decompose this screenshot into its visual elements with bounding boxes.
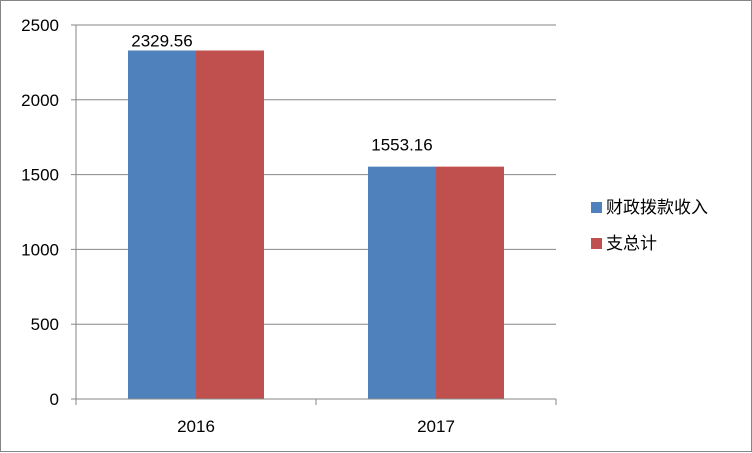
y-tick-label-1500: 1500	[21, 166, 59, 185]
bar-2016-series-2	[196, 50, 264, 399]
x-tick-label-2016: 2016	[177, 417, 215, 436]
bar-2016-series-1	[128, 50, 196, 399]
y-tick-label-0: 0	[50, 390, 59, 409]
y-tick-label-1000: 1000	[21, 240, 59, 259]
labels: 2329.56 1553.16	[131, 31, 432, 154]
data-label-2016: 2329.56	[131, 31, 192, 50]
axes: 0 500 1000 1500 2000 2500 2016 2017	[21, 16, 557, 436]
y-tick-label-2500: 2500	[21, 16, 59, 35]
x-tick-label-2017: 2017	[417, 417, 455, 436]
legend-label-1: 财政拨款收入	[606, 198, 708, 218]
bars	[128, 50, 504, 399]
bar-2017-series-1	[368, 166, 436, 399]
legend-swatch-2	[591, 238, 602, 249]
legend-swatch-1	[591, 202, 602, 213]
y-tick-label-2000: 2000	[21, 91, 59, 110]
legend-label-2: 支总计	[606, 234, 657, 254]
y-tick-label-500: 500	[31, 315, 59, 334]
bar-2017-series-2	[436, 166, 504, 399]
data-label-2017: 1553.16	[371, 136, 432, 155]
